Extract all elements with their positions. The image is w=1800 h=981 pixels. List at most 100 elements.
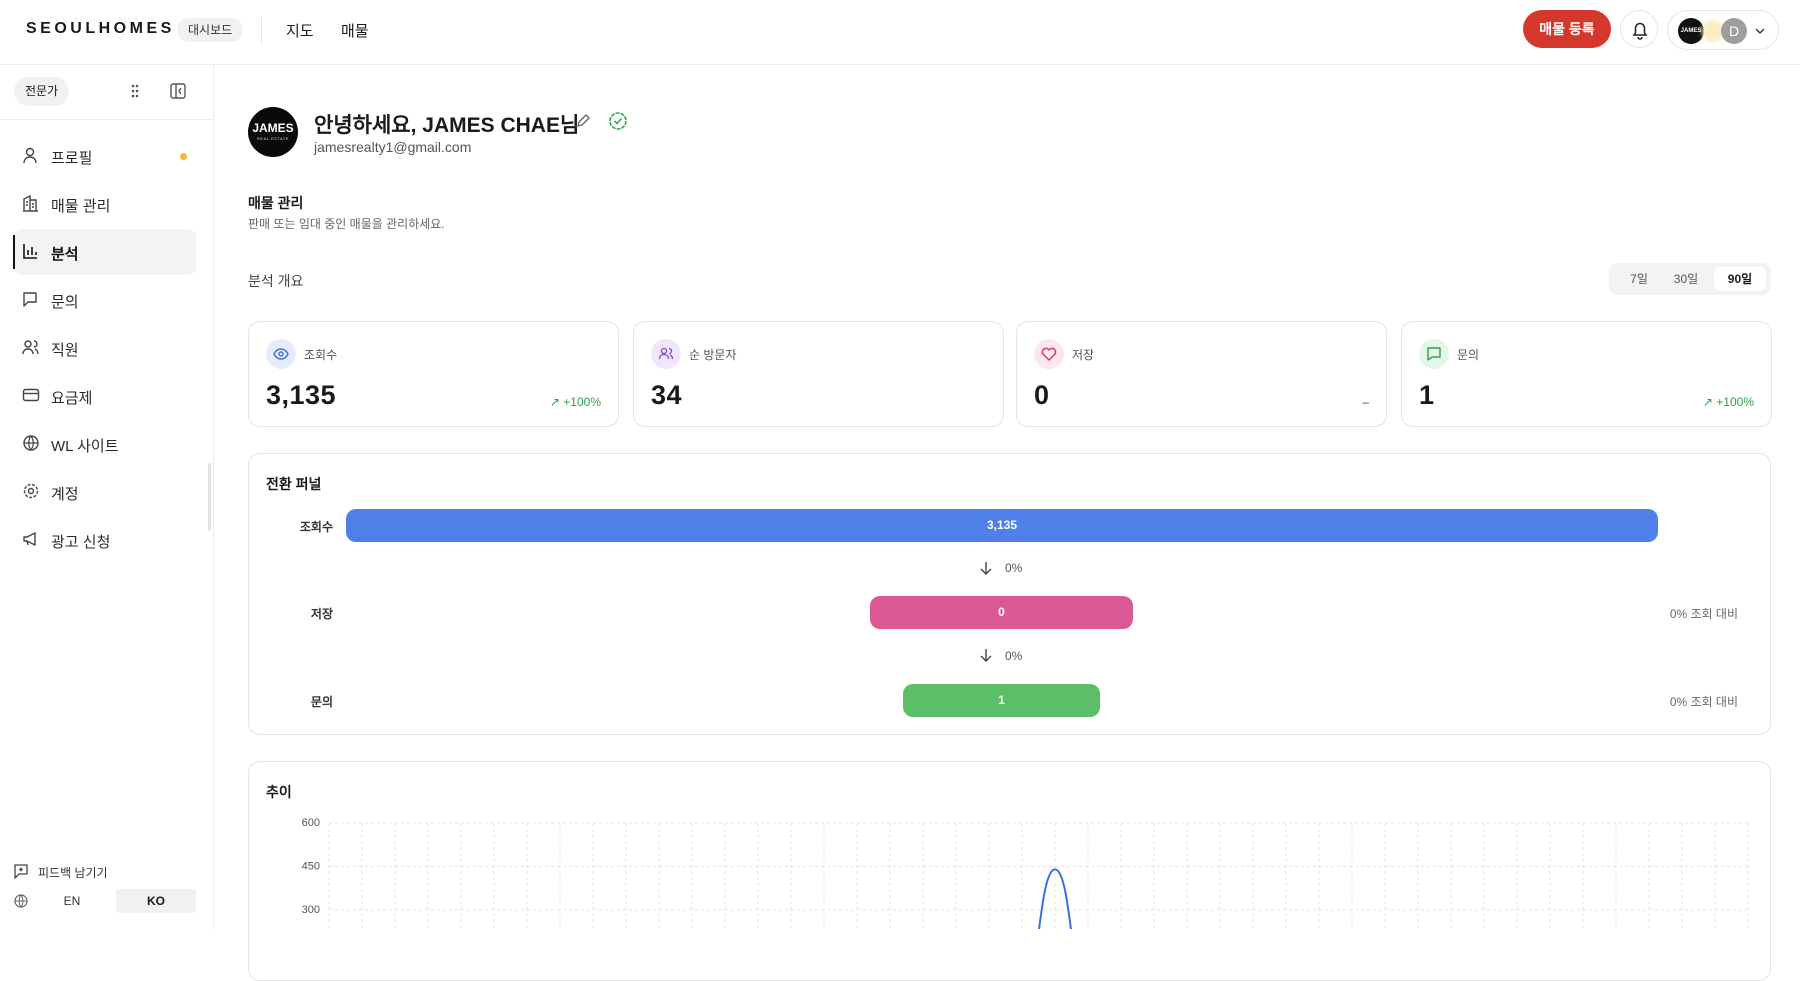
range-option-active[interactable]: 90일 [1714, 267, 1766, 291]
menu-label: 매물 관리 [51, 198, 111, 215]
menu-label: 프로필 [51, 150, 93, 167]
verified-icon [609, 112, 627, 130]
profile-avatar: JAMES REAL ESTATE [248, 107, 298, 157]
stat-card: 문의 1 ↗ +100% [1401, 321, 1772, 427]
funnel-label: 저장 [310, 607, 333, 621]
panel-title: 전환 퍼널 [266, 476, 322, 492]
sidebar: 전문가 프로필 매물 관리 분석 문의 직원 요금제 WL 사이트 계정 광고 … [0, 65, 214, 929]
section-subtitle: 판매 또는 임대 중인 매물을 관리하세요. [248, 217, 445, 231]
avatar-placeholder [1702, 20, 1724, 42]
menu-label: WL 사이트 [51, 438, 119, 455]
chart-icon [23, 244, 37, 259]
heart-icon [1041, 347, 1057, 361]
funnel-label: 문의 [310, 695, 333, 709]
menu-item[interactable]: 프로필 [14, 133, 196, 179]
drop-rate: 0% [1005, 649, 1023, 663]
arrow-down [980, 649, 992, 662]
stat-label: 조회수 [304, 348, 338, 362]
account-avatar: JAMES [1678, 18, 1704, 44]
register-button[interactable]: 매물 등록 [1523, 10, 1611, 48]
account-initial: D [1721, 18, 1747, 44]
range-option[interactable]: 7일 [1630, 272, 1648, 286]
panel-title: 추이 [266, 784, 292, 800]
menu-label: 분석 [51, 246, 79, 263]
stat-card: 조회수 3,135 ↗ +100% [248, 321, 619, 427]
menu-item[interactable]: 직원 [14, 325, 196, 371]
stat-value: 0 [1034, 380, 1050, 410]
menu-label: 직원 [51, 342, 79, 359]
avatar-title: JAMES [252, 121, 294, 135]
grid-button[interactable] [127, 83, 143, 99]
stat-change-text: +100% [563, 395, 601, 409]
feedback-icon [14, 864, 28, 879]
language-icon [14, 894, 28, 908]
menu-item[interactable]: 매물 관리 [14, 181, 196, 227]
drop-rate: 0% [1005, 561, 1023, 575]
stat-label: 순 방문자 [689, 348, 737, 362]
notification-button[interactable] [1620, 10, 1658, 48]
dashboard-badge[interactable]: 대시보드 [177, 18, 244, 42]
menu-label: 문의 [51, 294, 79, 311]
menu-item[interactable]: 광고 신청 [14, 517, 196, 563]
edit-button[interactable] [574, 112, 592, 130]
range-toggle: 7일 30일 90일 [1609, 263, 1771, 295]
funnel-note: 0% 조회 대비 [1669, 607, 1738, 621]
stat-icon [1419, 339, 1449, 369]
users-icon [658, 347, 674, 360]
stat-value: 3,135 [266, 380, 337, 410]
language-option[interactable]: EN [63, 894, 81, 908]
stat-change-text: +100% [1716, 395, 1754, 409]
bell-icon [1632, 22, 1648, 40]
funnel-label: 조회수 [299, 520, 333, 534]
nav-link[interactable]: 매물 [341, 23, 369, 40]
stat-value: 34 [651, 380, 683, 410]
overview-title: 분석 개요 [248, 273, 304, 289]
stat-value: 1 [1419, 380, 1435, 410]
trend-chart: 300 450 600 [302, 817, 1749, 929]
section-title: 매물 관리 [248, 195, 304, 211]
language-option-active[interactable]: KO [116, 889, 196, 913]
menu-item[interactable]: WL 사이트 [14, 421, 196, 467]
nav-link[interactable]: 지도 [286, 23, 314, 40]
eye-icon [273, 348, 289, 360]
menu-label: 광고 신청 [51, 534, 111, 551]
stat-change: – [1362, 395, 1369, 409]
menu-item[interactable]: 계정 [14, 469, 196, 515]
range-option[interactable]: 30일 [1673, 272, 1699, 286]
trend-line [1038, 868, 1072, 929]
email: jamesrealty1@gmail.com [314, 139, 472, 155]
feedback-link[interactable]: 피드백 남기기 [38, 866, 108, 880]
avatar-subtitle: REAL ESTATE [257, 136, 289, 141]
logo[interactable]: SEOULHOMES [26, 20, 175, 37]
settings-icon [23, 483, 39, 499]
chevron-down [1755, 28, 1765, 34]
building-icon [23, 194, 38, 212]
collapse-button[interactable] [169, 82, 187, 100]
menu-item-active[interactable]: 분석 [13, 229, 196, 275]
stat-change: ↗ +100% [549, 395, 601, 409]
account-menu[interactable]: JAMES D [1667, 10, 1779, 50]
funnel-bar: 1 [903, 684, 1100, 717]
top-bar: SEOULHOMES 대시보드 지도 매물 매물 등록 JAMES D [0, 0, 1800, 65]
active-indicator [13, 235, 15, 269]
y-tick-label: 300 [302, 904, 320, 916]
funnel-bar: 0 [870, 596, 1133, 629]
y-tick-label: 450 [302, 860, 320, 872]
menu-item[interactable]: 요금제 [14, 373, 196, 419]
message-icon [23, 292, 37, 307]
funnel-bar: 3,135 [346, 509, 1658, 542]
menu-label: 계정 [51, 486, 79, 503]
role-badge[interactable]: 전문가 [14, 77, 70, 106]
y-tick-label: 600 [302, 817, 320, 829]
stat-change: ↗ +100% [1702, 395, 1754, 409]
globe-icon [23, 435, 39, 451]
scrollbar [208, 463, 211, 531]
card-icon [22, 388, 40, 402]
megaphone-icon [23, 532, 36, 546]
message-icon [1427, 347, 1441, 361]
funnel-note: 0% 조회 대비 [1669, 695, 1738, 709]
greeting: 안녕하세요, JAMES CHAE님 [314, 114, 580, 137]
notification-dot [180, 153, 187, 160]
menu-item[interactable]: 문의 [14, 277, 196, 323]
